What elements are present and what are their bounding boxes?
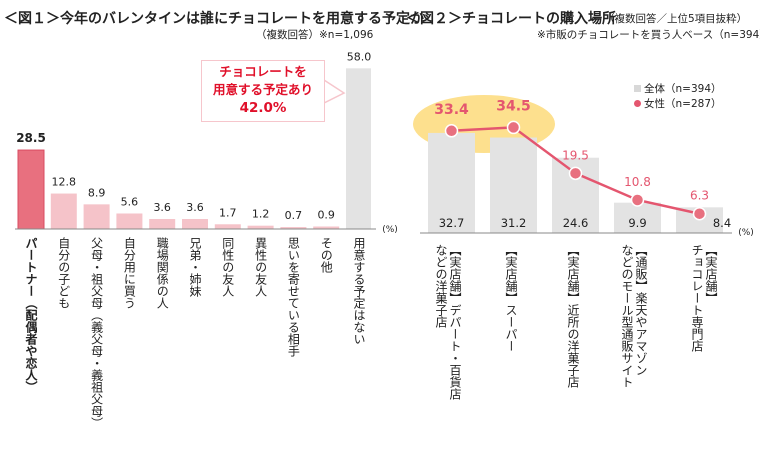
bar-value-4: 3.6 [153,201,171,214]
female-value-2: 19.5 [562,148,589,162]
bar2-value-2: 24.6 [563,216,589,230]
unit-1: (%) [382,225,398,235]
legend-overall: 全体（n=394） [634,81,722,96]
chart2-subtitle1: （複数回答／上位5項目抜粋） [604,13,748,25]
bar-value-2: 8.9 [88,186,106,199]
bar2-value-1: 31.2 [501,216,527,230]
category2-label-2: 【実店舗】近所の洋菓子店 [566,244,580,388]
bar-value-8: 0.7 [285,209,303,222]
bar-8 [280,227,307,229]
category-label-0: パートナー（配偶者や恋人） [24,237,38,393]
legend-dot-icon [634,100,641,107]
callout-line3: 42.0% [239,100,287,116]
bar2-1 [490,137,537,233]
female-value-1: 34.5 [496,98,531,114]
female-value-4: 6.3 [690,189,709,203]
category-label-2: 父母・祖父母（義父母・義祖父母） [89,237,104,429]
category-label-5: 兄弟・姉妹 [188,237,202,297]
female-value-3: 10.8 [624,175,651,189]
bar-value-3: 5.6 [121,195,139,208]
bar-7 [247,225,274,229]
bar-value-10: 58.0 [347,50,372,63]
callout-pointer [323,78,346,105]
category-label-7: 異性の友人 [253,237,268,297]
female-point-4 [692,206,707,221]
category-label-6: 同性の友人 [220,237,235,297]
category-label-3: 自分用に買う [122,237,137,309]
female-point-3 [630,193,645,207]
bar-value-6: 1.7 [219,206,237,219]
bar-value-5: 3.6 [186,201,204,214]
legend-female: 女性（n=287） [634,96,722,111]
bar-6 [214,224,241,229]
unit-2: (%) [738,228,754,238]
bar-value-1: 12.8 [52,176,77,189]
bar-value-0: 28.5 [16,131,46,145]
female-point-0 [444,124,459,138]
bar2-0 [428,132,475,233]
bar-value-9: 0.9 [317,209,335,222]
bar2-3 [614,202,661,233]
category-label-1: 自分の子ども [56,237,71,309]
callout-line2: 用意する予定あり [212,82,313,97]
bar2-value-3: 9.9 [628,216,646,230]
bar-2 [83,204,110,229]
category2-label-3: 【通販】楽天やアマゾン などのモール型通販サイト [620,244,648,388]
bar2-value-0: 32.7 [439,216,465,230]
category-label-9: その他 [319,237,334,273]
female-point-2 [568,166,583,181]
category-label-8: 思いを寄せている相手 [286,237,301,357]
category2-label-1: 【実店舗】スーパー [504,244,518,352]
chart1-subtitle: （複数回答）※n=1,096 [256,29,374,41]
category2-label-4: 【実店舗】 チョコレート専門店 [690,244,718,352]
bar-3 [116,213,143,229]
female-value-0: 33.4 [434,102,469,118]
chart1-title: ＜図１＞今年のバレンタインは誰にチョコレートを用意する予定か [4,11,424,27]
legend-square-icon [634,85,641,92]
bar-value-7: 1.2 [252,208,270,221]
bar-5 [182,219,208,229]
chart2-title: ＜図２＞チョコレートの購入場所 [406,11,616,27]
callout-box: チョコレートを 用意する予定あり 42.0% [201,60,325,122]
bar-9 [313,226,340,229]
bar-4 [149,219,176,229]
bar-10 [346,68,371,229]
category-label-10: 用意する予定はない [352,237,366,345]
legend-female-label: 女性（n=287） [644,98,722,110]
callout-line1: チョコレートを [219,64,307,79]
legend-overall-label: 全体（n=394） [644,83,722,95]
bar-1 [50,193,77,229]
bar2-value-4: 8.4 [713,216,731,230]
category2-label-0: 【実店舗】デパート・百貨店 などの洋菓子店 [434,244,462,400]
female-point-1 [506,120,521,135]
category-label-4: 職場関係の人 [155,237,170,309]
chart2-subtitle2: ※市販のチョコレートを買う人ベース（n=394） [537,29,760,41]
bar-0 [17,149,45,230]
